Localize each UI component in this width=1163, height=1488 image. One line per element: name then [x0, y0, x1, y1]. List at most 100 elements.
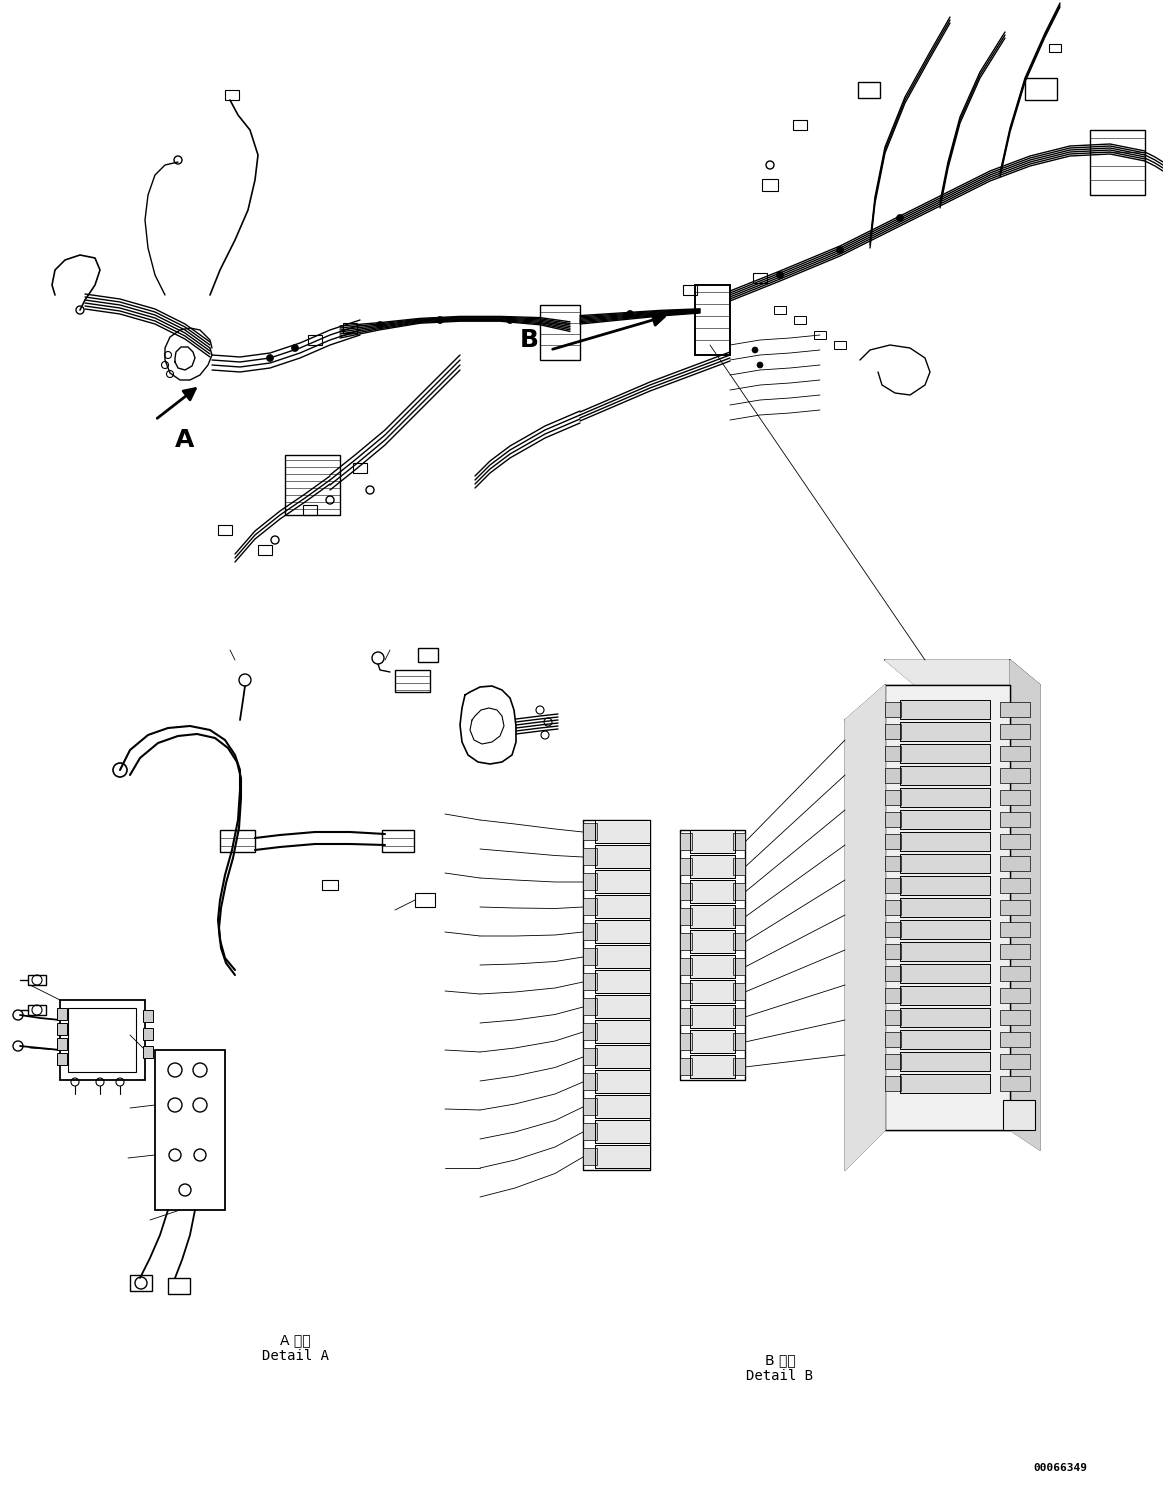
Circle shape [292, 345, 299, 351]
Bar [57, 1039, 67, 1051]
Bar [900, 1007, 990, 1027]
Bar [680, 984, 692, 1000]
Bar [595, 945, 650, 969]
Bar [690, 905, 735, 929]
Bar [381, 830, 414, 853]
Bar [220, 830, 255, 853]
Bar [57, 1007, 67, 1019]
Bar [690, 905, 735, 929]
Bar [583, 823, 597, 841]
Bar [900, 744, 990, 763]
Bar [762, 179, 778, 190]
Bar [595, 845, 650, 868]
Bar [583, 1098, 597, 1115]
Bar [690, 879, 735, 903]
Bar [1000, 702, 1030, 717]
Bar [690, 856, 735, 878]
Bar [167, 1278, 190, 1295]
Bar [595, 1019, 650, 1043]
Bar [1025, 77, 1057, 100]
Circle shape [627, 311, 634, 317]
Bar [900, 876, 990, 894]
Bar [683, 286, 697, 295]
Bar [690, 981, 735, 1003]
Circle shape [266, 354, 273, 362]
Bar [690, 930, 735, 952]
Bar [1000, 1076, 1030, 1091]
Bar [595, 1144, 650, 1168]
Bar [752, 272, 768, 283]
Bar [885, 923, 901, 937]
Bar [595, 920, 650, 943]
Bar [395, 670, 430, 692]
Bar [733, 833, 745, 850]
Bar [814, 330, 826, 339]
Bar [690, 879, 735, 903]
Bar [1000, 833, 1030, 850]
Bar [28, 1004, 47, 1015]
Text: A 詳細: A 詳細 [279, 1333, 311, 1347]
Bar [595, 1019, 650, 1043]
Bar [1000, 966, 1030, 981]
Bar [900, 809, 990, 829]
Bar [680, 833, 692, 850]
Bar [885, 1054, 901, 1068]
Bar [733, 859, 745, 875]
Bar [885, 833, 901, 850]
Polygon shape [846, 684, 885, 1170]
Circle shape [777, 271, 784, 278]
Bar [540, 305, 580, 360]
Bar [690, 856, 735, 878]
Bar [680, 1033, 692, 1051]
Bar [595, 820, 650, 844]
Bar [900, 942, 990, 961]
Bar [900, 1030, 990, 1049]
Bar [308, 335, 322, 345]
Bar [885, 856, 901, 870]
Bar [858, 82, 880, 98]
Bar [1000, 790, 1030, 805]
Bar [155, 1051, 224, 1210]
Bar [595, 920, 650, 943]
Bar [595, 1120, 650, 1143]
Bar [900, 744, 990, 763]
Text: Detail A: Detail A [262, 1350, 328, 1363]
Bar [690, 1055, 735, 1077]
Bar [690, 830, 735, 853]
Bar [690, 1055, 735, 1077]
Bar [595, 1144, 650, 1168]
Bar [1000, 988, 1030, 1003]
Bar [690, 830, 735, 853]
Bar [775, 307, 786, 314]
Bar [690, 1030, 735, 1054]
Bar [595, 1095, 650, 1117]
Bar [690, 1004, 735, 1028]
Bar [1000, 725, 1030, 740]
Bar [885, 1076, 901, 1091]
Bar [900, 699, 990, 719]
Bar [28, 975, 47, 985]
Bar [143, 1028, 154, 1040]
Bar [583, 1149, 597, 1165]
Bar [690, 930, 735, 952]
Bar [900, 876, 990, 894]
Bar [595, 1070, 650, 1094]
Text: Detail B: Detail B [747, 1369, 813, 1382]
Bar [1000, 812, 1030, 827]
Bar [1000, 878, 1030, 893]
Bar [583, 848, 597, 865]
Bar [885, 943, 901, 958]
Bar [680, 859, 692, 875]
Bar [1000, 923, 1030, 937]
Bar [900, 854, 990, 873]
Bar [583, 923, 597, 940]
Bar [1000, 768, 1030, 783]
Bar [733, 908, 745, 926]
Text: 00066349: 00066349 [1033, 1463, 1087, 1473]
Bar [900, 987, 990, 1004]
Bar [354, 463, 368, 473]
Bar [595, 870, 650, 893]
Bar [680, 882, 692, 900]
Circle shape [836, 247, 843, 253]
Bar [733, 933, 745, 949]
